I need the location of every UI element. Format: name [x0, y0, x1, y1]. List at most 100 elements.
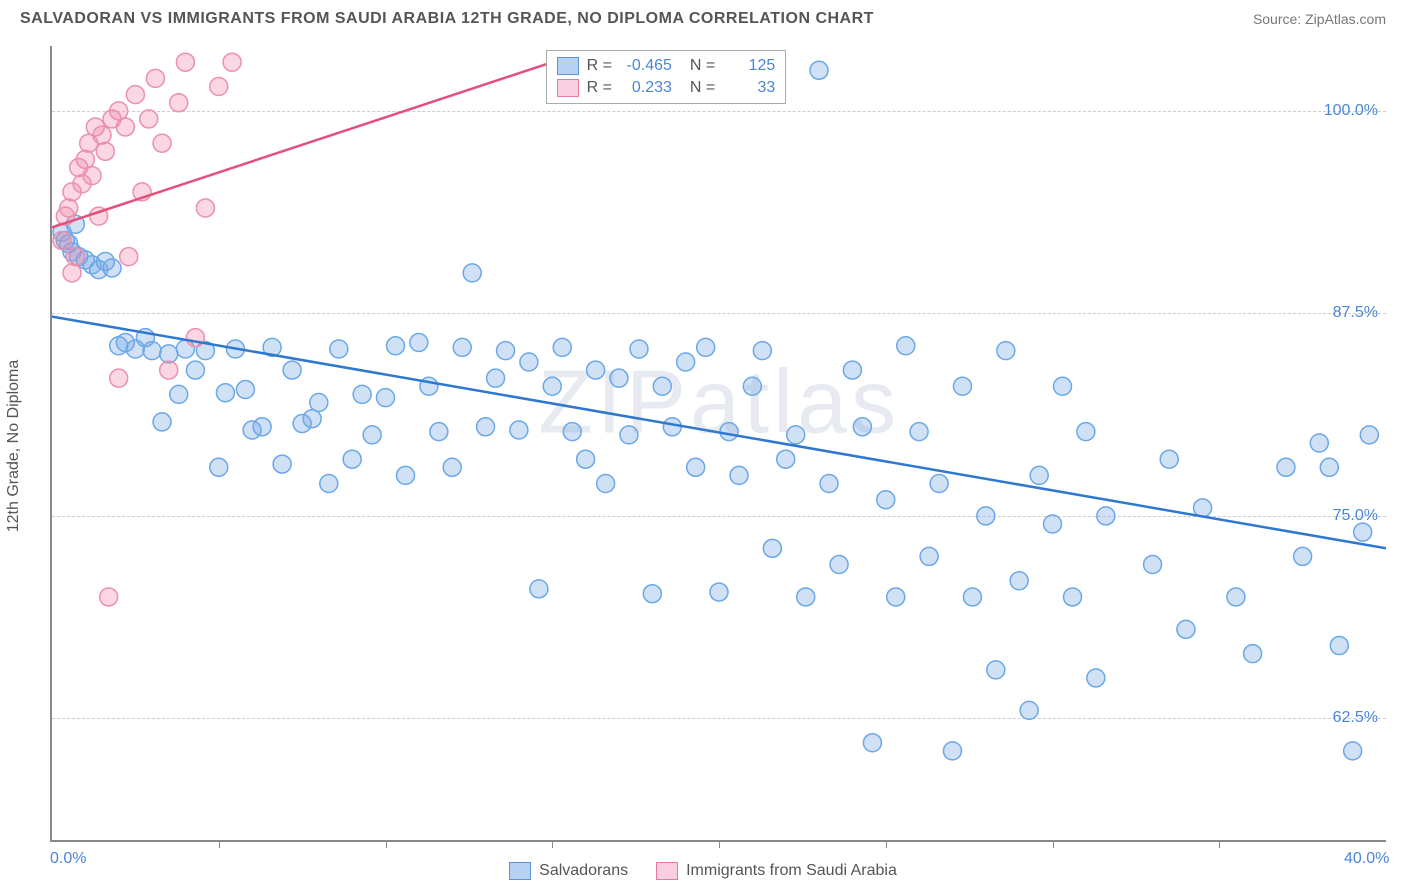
scatter-point [1044, 515, 1062, 533]
scatter-point [210, 458, 228, 476]
scatter-point [343, 450, 361, 468]
scatter-point [320, 475, 338, 493]
scatter-point [303, 410, 321, 428]
scatter-point [410, 334, 428, 352]
scatter-point [743, 377, 761, 395]
scatter-point [963, 588, 981, 606]
scatter-point [196, 342, 214, 360]
scatter-point [1160, 450, 1178, 468]
scatter-point [110, 337, 128, 355]
scatter-point [887, 588, 905, 606]
scatter-point [133, 183, 151, 201]
scatter-point [186, 361, 204, 379]
scatter-point [140, 110, 158, 128]
x-tick [219, 840, 220, 848]
stats-row: R =-0.465N =125 [557, 55, 776, 77]
scatter-point [697, 338, 715, 356]
x-tick [1219, 840, 1220, 848]
scatter-point [243, 421, 261, 439]
scatter-point [497, 342, 515, 360]
chart-plot-area: ZIPatlas R =-0.465N =125R =0.233N =33 62… [50, 46, 1386, 842]
scatter-point [1010, 572, 1028, 590]
scatter-point [487, 369, 505, 387]
trend-line [52, 317, 1386, 549]
source-label: Source: ZipAtlas.com [1253, 11, 1386, 27]
scatter-point [863, 734, 881, 752]
scatter-point [216, 384, 234, 402]
scatter-point [853, 418, 871, 436]
scatter-point [520, 353, 538, 371]
scatter-point [363, 426, 381, 444]
y-axis-label: 12th Grade, No Diploma [5, 360, 23, 533]
scatter-point [153, 134, 171, 152]
scatter-point [176, 340, 194, 358]
scatter-point [943, 742, 961, 760]
scatter-point [787, 426, 805, 444]
scatter-point [176, 53, 194, 71]
scatter-point [810, 61, 828, 79]
scatter-point [146, 69, 164, 87]
scatter-point [530, 580, 548, 598]
legend-swatch [509, 862, 531, 880]
scatter-point [397, 466, 415, 484]
scatter-point [70, 159, 88, 177]
scatter-point [387, 337, 405, 355]
scatter-point [80, 134, 98, 152]
scatter-point [53, 231, 71, 249]
scatter-point [136, 329, 154, 347]
scatter-point [66, 248, 84, 266]
scatter-point [186, 329, 204, 347]
scatter-point [1177, 620, 1195, 638]
stats-row: R =0.233N =33 [557, 77, 776, 99]
scatter-point [930, 475, 948, 493]
stats-n-value: 125 [723, 57, 775, 75]
scatter-point [53, 223, 71, 241]
scatter-point [630, 340, 648, 358]
scatter-point [877, 491, 895, 509]
scatter-point [226, 340, 244, 358]
scatter-point [253, 418, 271, 436]
scatter-point [103, 110, 121, 128]
scatter-point [63, 264, 81, 282]
scatter-point [90, 207, 108, 225]
scatter-point [1054, 377, 1072, 395]
scatter-point [1194, 499, 1212, 517]
scatter-point [777, 450, 795, 468]
scatter-point [330, 340, 348, 358]
scatter-point [83, 167, 101, 185]
legend-swatch [656, 862, 678, 880]
scatter-point [720, 423, 738, 441]
scatter-point [1087, 669, 1105, 687]
x-tick [719, 840, 720, 848]
scatter-point [1354, 523, 1372, 541]
scatter-point [797, 588, 815, 606]
scatter-point [93, 126, 111, 144]
gridline-h [52, 718, 1386, 719]
scatter-point [170, 94, 188, 112]
x-tick [386, 840, 387, 848]
x-tick-label: 0.0% [50, 850, 86, 868]
scatter-point [310, 393, 328, 411]
scatter-point [153, 413, 171, 431]
legend-item: Salvadorans [509, 862, 628, 880]
scatter-point [196, 199, 214, 217]
scatter-point [763, 539, 781, 557]
scatter-point [687, 458, 705, 476]
series-swatch [557, 57, 579, 75]
scatter-point [126, 340, 144, 358]
scatter-point [643, 585, 661, 603]
stats-n-label: N = [690, 79, 715, 97]
scatter-svg [52, 46, 1386, 840]
scatter-point [116, 118, 134, 136]
scatter-point [160, 345, 178, 363]
scatter-point [830, 556, 848, 574]
legend-label: Salvadorans [539, 862, 628, 880]
scatter-point [223, 53, 241, 71]
scatter-point [63, 243, 81, 261]
stats-r-label: R = [587, 79, 612, 97]
x-tick [552, 840, 553, 848]
stats-r-value: -0.465 [620, 57, 672, 75]
scatter-point [453, 338, 471, 356]
scatter-point [293, 415, 311, 433]
scatter-point [90, 261, 108, 279]
